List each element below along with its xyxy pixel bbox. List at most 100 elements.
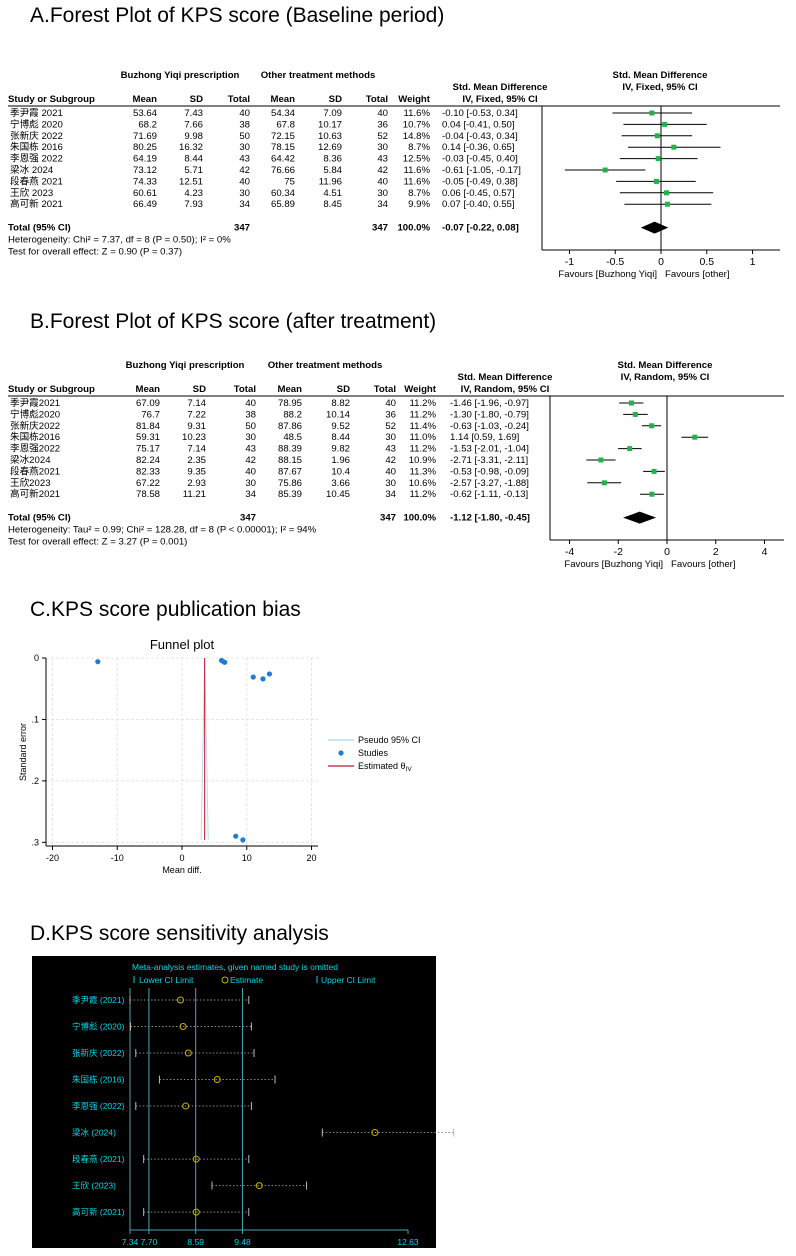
effect-ci: -0.10 [-0.53, 0.34] — [442, 108, 518, 119]
legend-studies-label: Studies — [358, 748, 389, 758]
total-n2: 347 — [380, 513, 396, 524]
heterogeneity-text: Heterogeneity: Tau² = 0.99; Chi² = 128.2… — [8, 525, 317, 536]
effect-ci: -1.30 [-1.80, -0.79] — [450, 409, 529, 420]
study-point — [671, 144, 677, 150]
study-point — [628, 400, 634, 406]
mean-2: 75.86 — [278, 478, 302, 489]
study-point — [663, 190, 669, 196]
legend-studies-swatch — [338, 750, 344, 756]
effect-ci: -0.03 [-0.45, 0.40] — [442, 154, 518, 165]
legend-ci-label: Pseudo 95% CI — [358, 735, 421, 745]
overall-effect-text: Test for overall effect: Z = 3.27 (P = 0… — [8, 537, 187, 548]
total-2: 43 — [385, 444, 396, 455]
mean-2: 85.39 — [278, 489, 302, 500]
study-point — [233, 833, 239, 839]
sd-1: 4.23 — [184, 188, 203, 199]
total-2: 40 — [377, 108, 388, 119]
favours-left: Favours [Buzhong Yiqi] — [558, 269, 657, 280]
sd-1: 11.21 — [183, 489, 206, 500]
mean-1: 73.12 — [133, 165, 157, 176]
weight: 14.8% — [403, 131, 431, 142]
mean-1: 67.22 — [136, 478, 160, 489]
study-name: 张新庆2022 — [10, 420, 60, 432]
sd-1: 7.43 — [184, 108, 203, 119]
x-tick-label: 12.63 — [397, 1237, 419, 1247]
study-point — [95, 659, 101, 665]
sd-2: 4.51 — [323, 188, 342, 199]
total-label: Total (95% CI) — [8, 513, 71, 524]
overall-effect-text: Test for overall effect: Z = 0.90 (P = 0… — [8, 247, 182, 258]
y-tick-label: .3 — [31, 837, 39, 847]
total-1: 38 — [245, 409, 256, 420]
total-2: 43 — [377, 154, 388, 165]
effect-header: Std. Mean Difference — [458, 372, 553, 383]
effect-ci: -2.71 [-3.31, -2.11] — [450, 455, 528, 466]
x-tick-label: 4 — [762, 546, 768, 558]
total-2: 34 — [377, 199, 388, 210]
study-name: 朱国栋2016 — [10, 431, 60, 443]
panel-b-title: B.Forest Plot of KPS score (after treatm… — [30, 310, 437, 333]
total-weight: 100.0% — [403, 513, 436, 524]
total-1: 40 — [239, 176, 250, 187]
effect-ci: -0.61 [-1.05, -0.17] — [442, 165, 521, 176]
total-1: 30 — [245, 432, 256, 443]
mean-1: 64.19 — [133, 154, 157, 165]
weight: 11.6% — [404, 165, 431, 176]
sd-1: 7.22 — [187, 409, 206, 420]
weight: 11.2% — [410, 444, 437, 455]
legend-upper-label: Upper CI Limit — [321, 975, 376, 985]
column-header: SD — [190, 94, 203, 105]
study-point — [598, 457, 604, 463]
effect-ci: -0.04 [-0.43, 0.34] — [442, 131, 518, 142]
mean-1: 78.58 — [136, 489, 160, 500]
x-tick-label: -10 — [111, 853, 124, 863]
sd-1: 7.93 — [184, 199, 203, 210]
column-header: Total — [228, 94, 250, 105]
effect-ci: 1.14 [0.59, 1.69] — [450, 432, 519, 443]
mean-1: 60.61 — [133, 188, 157, 199]
pooled-diamond — [640, 221, 669, 234]
x-tick-label: 9.48 — [234, 1237, 251, 1247]
column-header: Mean — [135, 384, 160, 395]
effect-ci: -0.62 [-1.11, -0.13] — [450, 489, 528, 500]
total-1: 38 — [239, 119, 250, 130]
study-point — [649, 423, 655, 429]
total-1: 50 — [245, 421, 256, 432]
mean-2: 65.89 — [271, 199, 295, 210]
effect-method-header: IV, Random, 95% CI — [461, 384, 550, 395]
sd-2: 5.84 — [323, 165, 342, 176]
effect-ci: 0.14 [-0.36, 0.65] — [442, 142, 515, 153]
y-axis-label: Standard error — [18, 723, 28, 781]
weight: 9.9% — [408, 199, 430, 210]
weight: 10.9% — [409, 455, 437, 466]
sd-2: 8.36 — [323, 154, 342, 165]
total-1: 30 — [239, 188, 250, 199]
study-header: Study or Subgroup — [8, 384, 95, 395]
legend-estimate-label: Estimated θIV — [358, 761, 412, 773]
mean-2: 48.5 — [283, 432, 302, 443]
panel-c-title: C.KPS score publication bias — [30, 598, 301, 621]
funnel-plot: Funnel plot -20 -10 0 10 20 0 .1 .2 .3 Mean diff. S… — [18, 637, 421, 875]
mean-2: 87.86 — [278, 421, 302, 432]
legend-estimate-swatch — [221, 976, 229, 984]
x-tick-label: 0 — [179, 853, 184, 863]
mean-2: 75 — [284, 176, 295, 187]
legend-estimate-subscript: IV — [406, 766, 413, 773]
effect-ci: -0.53 [-0.98, -0.09] — [450, 466, 529, 477]
total-2: 52 — [385, 421, 396, 432]
column-header: Total — [366, 94, 388, 105]
forest-plot-b: Buzhong Yiqi prescription Other treatment… — [8, 360, 784, 570]
estimate-point — [182, 1102, 190, 1110]
study-name: 张新庆 2022 — [10, 130, 63, 142]
mean-1: 59.31 — [136, 432, 160, 443]
effect-header: Std. Mean Difference — [453, 82, 548, 93]
sd-1: 10.23 — [182, 432, 206, 443]
mean-1: 80.25 — [133, 142, 157, 153]
sd-2: 1.96 — [331, 455, 350, 466]
column-header: Weight — [398, 94, 431, 105]
mean-1: 75.17 — [136, 444, 160, 455]
sd-1: 2.93 — [187, 478, 206, 489]
sensitivity-plot: Meta-analysis estimates, given named stu… — [32, 956, 455, 1248]
column-header: SD — [329, 94, 342, 105]
estimate-point — [192, 1208, 200, 1216]
